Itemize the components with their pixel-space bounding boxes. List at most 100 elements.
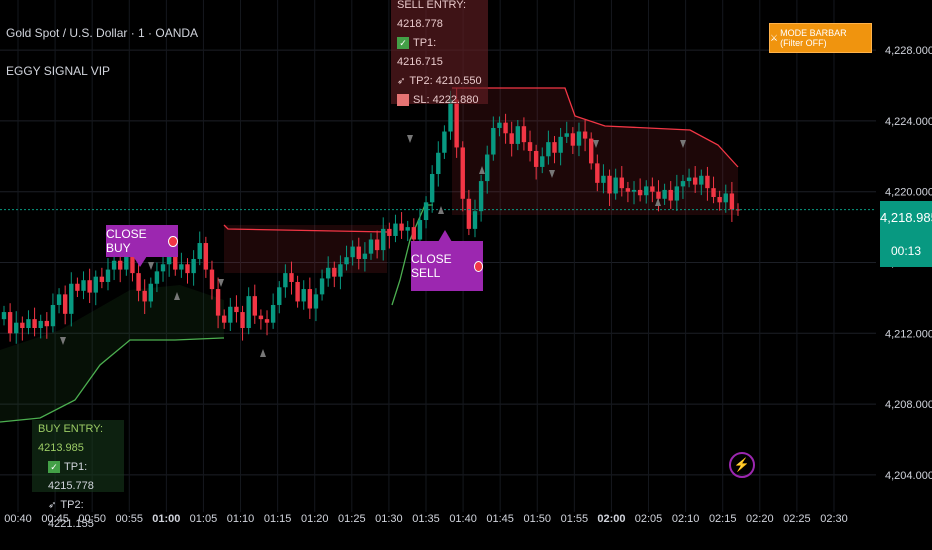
candle-body: [601, 175, 606, 183]
candle-body: [387, 228, 392, 236]
signal-down-marker: [407, 135, 413, 143]
buy-tp1-text: TP1: 4215.778: [48, 461, 94, 492]
candle-body: [191, 258, 196, 274]
candle-body: [680, 181, 686, 187]
candle-body: [429, 174, 435, 203]
candle-body: [283, 273, 288, 288]
candle-body: [209, 269, 215, 290]
candle-body: [118, 260, 123, 270]
candle-body: [301, 289, 306, 302]
candle-body: [650, 186, 655, 192]
candle-body: [173, 251, 178, 270]
candle-body: [607, 175, 612, 194]
candle-body: [124, 250, 129, 270]
candle-body: [637, 189, 643, 196]
x-tick-label: 01:45: [486, 513, 514, 525]
buy-entry-box: BUY ENTRY: 4213.985 ✓ TP1: 4215.778 ➶ TP2:…: [32, 420, 124, 530]
candle-body: [582, 131, 588, 139]
candle-body: [362, 253, 368, 259]
candle-body: [81, 280, 86, 291]
x-tick-label: 02:25: [783, 513, 811, 525]
candle-body: [509, 133, 514, 144]
candle-body: [111, 260, 117, 270]
candle-body: [399, 223, 404, 231]
candle-body: [148, 283, 153, 302]
sell-tp1-text: TP1: 4216.715: [397, 37, 443, 68]
close-buy-pointer: [133, 256, 147, 267]
candle-body: [325, 267, 331, 279]
candle-body: [356, 246, 361, 259]
x-tick-label: 01:05: [190, 513, 218, 525]
y-tick-label: 4,220.000: [885, 187, 932, 199]
candle-body: [546, 142, 551, 157]
x-tick-label: 01:40: [449, 513, 477, 525]
y-tick-label: 4,204.000: [885, 470, 932, 482]
signal-down-marker: [593, 140, 599, 148]
mode-badge: ⚔ MODE BARBAR (Filter OFF): [769, 23, 872, 53]
candle-body: [215, 289, 221, 316]
candle-body: [466, 198, 472, 229]
candle-body: [105, 269, 111, 282]
x-tick-label: 01:55: [561, 513, 589, 525]
candle-body: [454, 99, 459, 148]
candle-body: [393, 223, 398, 236]
candle-body: [252, 296, 257, 316]
x-tick-label: 00:55: [116, 513, 144, 525]
candle-body: [527, 142, 533, 151]
candle-body: [228, 306, 233, 323]
candle-body: [38, 320, 43, 328]
sell-trail-line-1: [223, 224, 388, 233]
signal-up-marker: [174, 292, 180, 300]
x-tick-label: 00:45: [41, 513, 69, 525]
lightning-icon[interactable]: ⚡: [729, 452, 755, 478]
y-tick-label: 4,228.000: [885, 45, 932, 57]
candle-body: [179, 264, 184, 270]
candle-body: [50, 304, 56, 327]
sell-entry-text: SELL ENTRY: 4218.778: [397, 0, 467, 30]
close-buy-label: CLOSE BUY: [106, 225, 178, 257]
symbol-title[interactable]: Gold Spot / U.S. Dollar · 1 · OANDA: [6, 26, 199, 40]
red-circle-icon: [473, 260, 483, 272]
candle-body: [515, 126, 520, 144]
candle-body: [448, 99, 453, 132]
check-icon: ✓: [397, 37, 409, 50]
candle-body: [56, 294, 62, 305]
candle-body: [270, 304, 276, 323]
signal-down-marker: [148, 262, 154, 270]
buy-tp2-row: ➶ TP2: 4221.155: [38, 496, 118, 534]
candle-body: [246, 296, 251, 328]
sell-entry-box: SELL ENTRY: 4218.778 ✓ TP1: 4216.715 ➶ TP2…: [391, 0, 488, 107]
candle-body: [381, 228, 386, 251]
candle-body: [662, 189, 667, 199]
x-tick-label: 02:10: [672, 513, 700, 525]
close-sell-label: CLOSE SELL: [411, 241, 483, 291]
candle-body: [99, 276, 105, 282]
candle-body: [485, 154, 490, 182]
candle-body: [705, 175, 710, 189]
y-tick-label: 4,224.000: [885, 116, 932, 128]
signal-up-marker: [655, 198, 661, 206]
signal-up-marker: [479, 166, 485, 174]
candle-body: [540, 156, 545, 167]
candle-body: [154, 271, 160, 284]
candle-body: [558, 136, 563, 153]
candle-body: [32, 319, 37, 328]
candle-body: [332, 267, 337, 277]
mode-badge-label: MODE BARBAR (Filter OFF): [780, 28, 847, 48]
y-tick-label: 4,212.000: [885, 328, 932, 340]
sell-tp1-row: ✓ TP1: 4216.715: [397, 34, 482, 72]
candle-body: [368, 239, 374, 254]
candle-body: [417, 220, 423, 240]
candle-body: [295, 281, 300, 302]
countdown-tag: 00:13: [880, 235, 932, 267]
candle-body: [234, 306, 239, 313]
candle-body: [338, 264, 343, 277]
indicator-name[interactable]: EGGY SIGNAL VIP: [6, 64, 111, 78]
candle-body: [405, 227, 410, 231]
x-tick-label: 01:50: [523, 513, 551, 525]
candle-body: [307, 289, 313, 309]
candle-body: [644, 186, 649, 196]
candle-body: [264, 319, 270, 323]
